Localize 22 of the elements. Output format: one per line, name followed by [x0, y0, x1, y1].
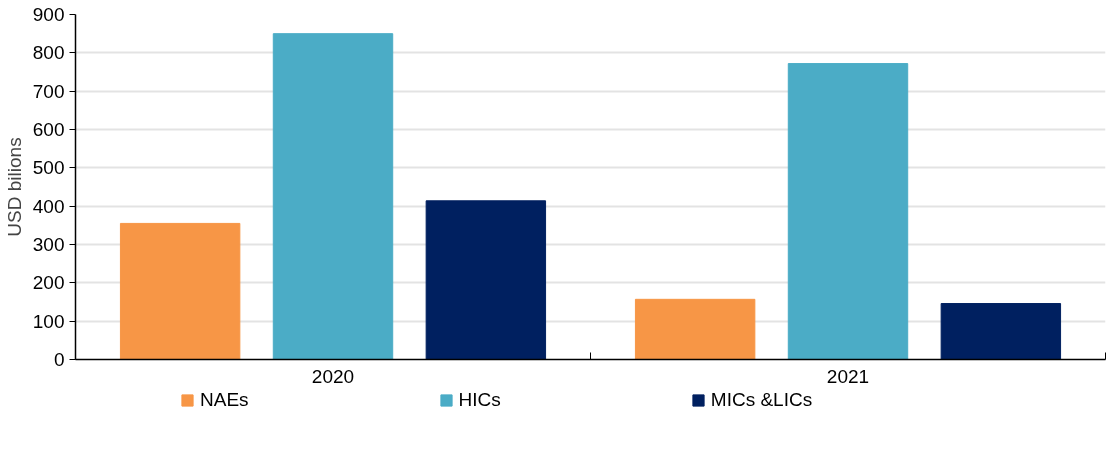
y-tick-label: 800 — [32, 42, 65, 64]
x-tick-label: 2020 — [311, 365, 355, 387]
x-tick-label: 2021 — [826, 365, 870, 387]
y-tick-label: 100 — [32, 310, 65, 332]
legend-label: MICs &LICs — [710, 389, 813, 411]
legend-label: NAEs — [200, 389, 249, 411]
legend-label: HICs — [458, 389, 501, 411]
y-tick-label: 600 — [32, 119, 65, 140]
y-tick-label: 400 — [32, 195, 65, 217]
bar — [940, 303, 1062, 360]
y-tick-label: 200 — [32, 272, 65, 294]
bar — [787, 63, 909, 360]
y-tick-label: 900 — [32, 4, 65, 25]
y-axis-title: USD bilions — [3, 137, 25, 237]
y-tick-label: 700 — [32, 80, 65, 102]
y-tick-label: 0 — [53, 349, 65, 370]
bar — [119, 222, 241, 360]
y-tick-label: 500 — [32, 157, 65, 179]
bar — [272, 33, 394, 360]
bar — [425, 200, 547, 360]
y-tick-label: 300 — [32, 234, 65, 255]
bar — [634, 298, 756, 360]
